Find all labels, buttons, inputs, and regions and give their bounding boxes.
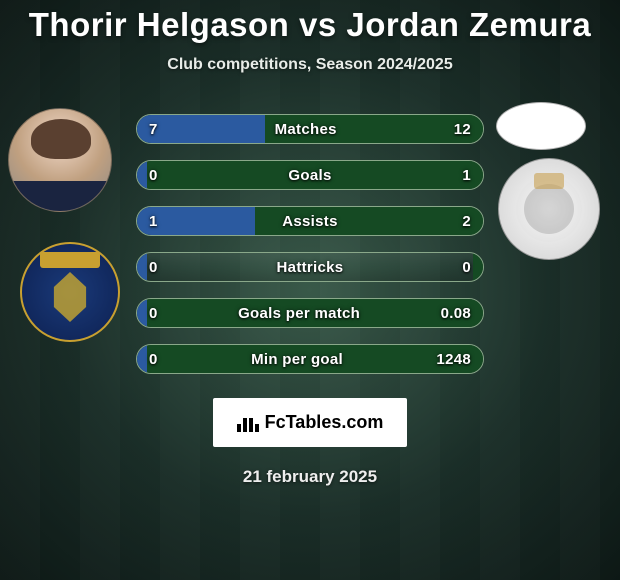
arena: 7Matches120Goals11Assists20Hattricks00Go… [0,108,620,374]
team1-crest [20,242,120,342]
comparison-card: Thorir Helgason vs Jordan Zemura Club co… [0,0,620,580]
stat-text: 7Matches12 [137,115,483,143]
player1-avatar [8,108,112,212]
stat-value-right: 12 [454,121,471,138]
stat-bar: 7Matches12 [136,114,484,144]
stat-bar: 0Hattricks0 [136,252,484,282]
stat-text: 0Goals per match0.08 [137,299,483,327]
subtitle: Club competitions, Season 2024/2025 [0,56,620,74]
stat-label: Assists [158,213,463,230]
stat-text: 1Assists2 [137,207,483,235]
page-title: Thorir Helgason vs Jordan Zemura [0,0,620,44]
stat-bar: 0Goals per match0.08 [136,298,484,328]
stat-value-left: 0 [149,351,158,368]
stat-value-right: 2 [462,213,471,230]
stat-bars: 7Matches120Goals11Assists20Hattricks00Go… [136,108,484,374]
stat-value-left: 7 [149,121,158,138]
barchart-icon [237,414,259,432]
stat-label: Hattricks [158,259,463,276]
stat-label: Goals per match [158,305,441,322]
stat-value-right: 0.08 [441,305,471,322]
stat-text: 0Hattricks0 [137,253,483,281]
stat-bar: 0Goals1 [136,160,484,190]
team2-crest [498,158,600,260]
stat-label: Matches [158,121,454,138]
date-text: 21 february 2025 [0,467,620,487]
stat-bar: 1Assists2 [136,206,484,236]
stat-value-right: 1248 [436,351,471,368]
stat-value-right: 0 [462,259,471,276]
stat-label: Goals [158,167,463,184]
stat-value-left: 0 [149,167,158,184]
stat-value-right: 1 [462,167,471,184]
stat-bar: 0Min per goal1248 [136,344,484,374]
stat-label: Min per goal [158,351,437,368]
stat-value-left: 0 [149,259,158,276]
player2-avatar [496,102,586,150]
brand-badge: FcTables.com [213,398,408,447]
stat-value-left: 1 [149,213,158,230]
stat-text: 0Min per goal1248 [137,345,483,373]
stat-text: 0Goals1 [137,161,483,189]
brand-text: FcTables.com [265,412,384,433]
stat-value-left: 0 [149,305,158,322]
